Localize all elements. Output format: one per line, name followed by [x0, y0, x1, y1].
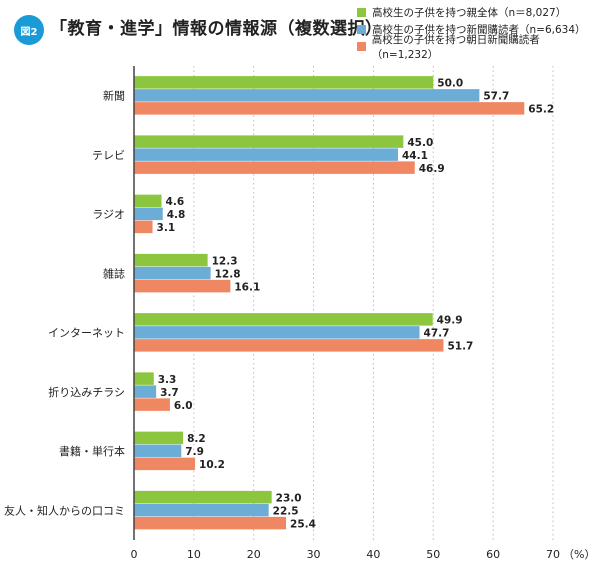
bar — [134, 385, 157, 398]
data-label: 3.1 — [157, 222, 176, 234]
data-label: 46.9 — [419, 163, 445, 175]
chart-title: 「教育・進学」情報の情報源（複数選択） — [50, 19, 383, 39]
category-label: 雑誌 — [103, 266, 125, 280]
data-label: 44.1 — [402, 150, 428, 162]
data-label: 3.7 — [160, 387, 179, 399]
bar — [134, 457, 196, 471]
bar — [134, 220, 153, 234]
legend-label: 高校生の子供を持つ親全体（n＝8,027） — [372, 7, 567, 19]
data-label: 6.0 — [174, 400, 193, 412]
legend-swatch — [357, 8, 366, 17]
legend-item: 高校生の子供を持つ新聞購読者（n=6,634） — [357, 21, 600, 38]
category-label: 書籍・単行本 — [59, 444, 125, 458]
bar — [134, 326, 420, 339]
category-label: 新聞 — [103, 89, 125, 103]
x-tick-label: 0 — [131, 548, 138, 561]
bar — [134, 89, 480, 102]
bar — [134, 148, 398, 161]
x-tick-label: 10 — [187, 548, 201, 561]
x-unit-label: （%） — [563, 548, 595, 561]
legend-item: 高校生の子供を持つ朝日新聞購読者（n=1,232） — [357, 34, 600, 61]
data-label: 49.9 — [437, 315, 463, 327]
data-label: 4.8 — [167, 209, 186, 221]
category-label: テレビ — [92, 149, 125, 162]
bar — [134, 339, 444, 352]
x-tick-label: 50 — [426, 548, 440, 561]
bar — [134, 398, 170, 411]
data-label: 7.9 — [185, 446, 204, 458]
data-label: 65.2 — [528, 104, 554, 116]
figure-badge: 図2 — [14, 15, 44, 45]
category-label: 友人・知人からの口コミ — [4, 503, 125, 517]
data-label: 50.0 — [437, 78, 463, 90]
bar — [134, 279, 231, 293]
data-label: 16.1 — [234, 281, 260, 293]
data-label: 22.5 — [273, 505, 299, 517]
data-label: 25.4 — [290, 518, 316, 530]
data-label: 57.7 — [483, 91, 509, 103]
bar — [134, 490, 272, 504]
x-tick-label: 70 — [546, 548, 560, 561]
data-label: 12.8 — [215, 268, 241, 280]
legend-label: 高校生の子供を持つ新聞購読者（n=6,634） — [372, 24, 586, 36]
bar — [134, 194, 162, 208]
bar — [134, 431, 184, 445]
x-tick-label: 60 — [486, 548, 500, 561]
bar — [134, 444, 182, 458]
legend-swatch — [357, 25, 366, 34]
data-label: 10.2 — [199, 459, 225, 471]
data-label: 23.0 — [276, 492, 302, 504]
x-tick-label: 40 — [366, 548, 380, 561]
data-label: 8.2 — [187, 433, 206, 445]
x-tick-label: 20 — [247, 548, 261, 561]
data-label: 51.7 — [447, 341, 473, 353]
bar — [134, 102, 525, 115]
data-label: 4.6 — [166, 196, 185, 208]
legend-swatch — [357, 42, 366, 51]
bar — [134, 253, 208, 267]
bar — [134, 313, 433, 326]
bar — [134, 503, 269, 517]
bar — [134, 207, 163, 221]
legend-item: 高校生の子供を持つ親全体（n＝8,027） — [357, 4, 600, 21]
category-label: 折り込みチラシ — [48, 385, 125, 399]
bar — [134, 161, 415, 174]
bar — [134, 516, 287, 530]
data-label: 47.7 — [424, 328, 450, 340]
bar — [134, 135, 404, 148]
bar — [134, 76, 434, 89]
legend-label: 高校生の子供を持つ朝日新聞購読者（n=1,232） — [371, 33, 540, 61]
data-label: 3.3 — [158, 374, 177, 386]
category-label: インターネット — [48, 327, 125, 340]
bar — [134, 266, 211, 280]
data-label: 12.3 — [212, 255, 238, 267]
bar — [134, 372, 154, 385]
x-tick-label: 30 — [307, 548, 321, 561]
category-label: ラジオ — [92, 208, 125, 221]
legend: 高校生の子供を持つ親全体（n＝8,027） 高校生の子供を持つ新聞購読者（n=6… — [357, 4, 600, 61]
data-label: 45.0 — [407, 137, 433, 149]
